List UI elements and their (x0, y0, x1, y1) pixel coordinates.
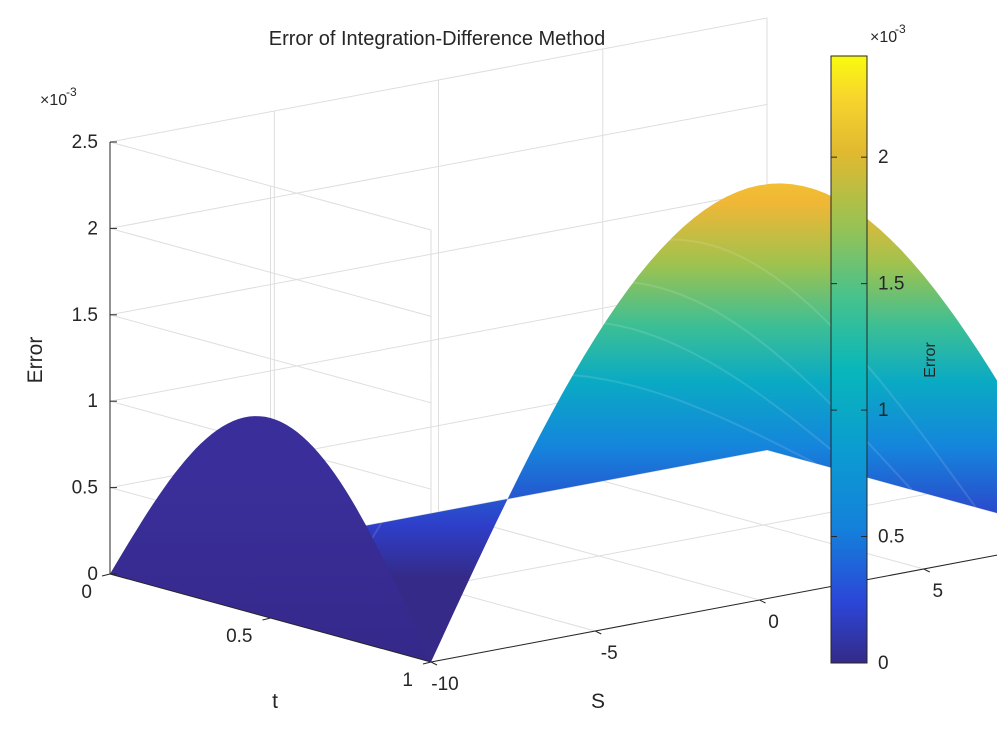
z-tick-labels: 0 0.5 1 1.5 2 2.5 (72, 132, 98, 585)
x-tick-mark-1 (595, 630, 602, 635)
z-tick-label-5: 2.5 (72, 132, 98, 153)
x-tick-mark-0 (430, 661, 438, 666)
x-tick-mark-3 (923, 568, 930, 573)
x-axis-line (430, 554, 997, 663)
chart-title: Error of Integration-Difference Method (269, 28, 605, 50)
axes (101, 141, 997, 666)
colorbar-tick-label-0: 0 (878, 653, 889, 674)
error-surface (110, 183, 997, 662)
z-tick-label-2: 1 (87, 391, 98, 412)
x-tick-label-1: -5 (601, 643, 618, 664)
colorbar-exponent-base: ×10 (870, 29, 897, 46)
colorbar-ticks: 0 0.5 1 1.5 2 (831, 147, 904, 674)
colorbar-tick-label-2: 1 (878, 400, 889, 421)
y-tick-labels: 00.51 (81, 582, 413, 691)
colorbar: 0 0.5 1 1.5 2 ×10 -3 Error (830, 22, 939, 674)
z-tick-label-1: 0.5 (72, 478, 98, 499)
z-tick-label-4: 2 (87, 218, 98, 239)
x-tick-label-2: 0 (768, 612, 779, 633)
colorbar-exponent-power: -3 (895, 22, 906, 36)
surface-front-face (110, 416, 431, 662)
colorbar-tick-label-1: 0.5 (878, 527, 904, 548)
y-tick-mark-0 (101, 573, 111, 577)
x-tick-label-0: -10 (431, 674, 458, 695)
x-tick-labels: -10-50510 (431, 581, 943, 695)
y-tick-label-2: 1 (402, 670, 413, 691)
z-tick-label-3: 1.5 (72, 305, 98, 326)
colorbar-tick-label-3: 1.5 (878, 274, 904, 295)
y-tick-label-0: 0 (81, 582, 92, 603)
z-exponent-base: ×10 (40, 92, 67, 109)
z-exponent-power: -3 (66, 85, 77, 99)
z-axis-label: Error (24, 337, 47, 384)
y-axis-label: t (272, 690, 278, 713)
y-tick-mark-2 (422, 661, 432, 665)
colorbar-label: Error (922, 342, 939, 378)
z-exponent: ×10 -3 (40, 85, 77, 109)
y-tick-label-1: 0.5 (226, 626, 252, 647)
y-tick-mark-1 (262, 617, 271, 621)
colorbar-gradient (830, 55, 868, 664)
x-tick-mark-2 (759, 599, 766, 604)
x-tick-label-3: 5 (932, 581, 943, 602)
surface-contour-2 (253, 280, 913, 615)
z-tick-label-0: 0 (87, 564, 98, 585)
colorbar-tick-label-4: 2 (878, 147, 889, 168)
x-axis-label: S (591, 690, 605, 713)
